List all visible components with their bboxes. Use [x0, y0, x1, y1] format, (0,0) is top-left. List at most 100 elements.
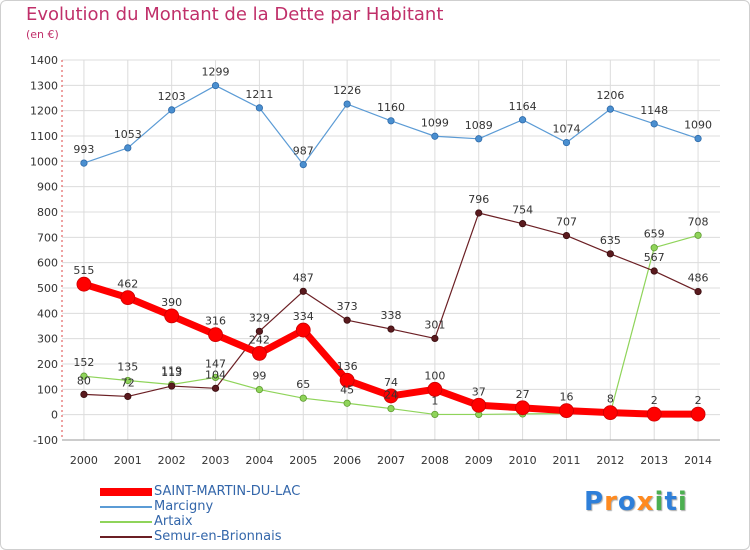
data-point-marcigny: [211, 81, 220, 90]
logo-letter: x: [636, 487, 655, 517]
data-label: 152: [73, 356, 94, 369]
data-point-saint-martin-du-lac: [427, 381, 443, 397]
data-point-saint-martin-du-lac: [646, 406, 662, 422]
logo-letter: P: [584, 487, 605, 517]
data-label: 136: [337, 360, 358, 373]
x-tick-label: 2000: [70, 454, 98, 467]
x-tick-label: 2005: [289, 454, 317, 467]
data-point-saint-martin-du-lac: [383, 388, 399, 404]
legend-swatch-saint-martin: [100, 488, 152, 496]
data-label: 373: [337, 300, 358, 313]
data-point-semur-en-brionnais: [168, 382, 176, 390]
logo-letter: i: [677, 487, 688, 517]
data-point-semur-en-brionnais: [650, 267, 658, 275]
data-label: 707: [556, 216, 577, 229]
x-tick-label: 2004: [245, 454, 273, 467]
data-point-marcigny: [255, 104, 263, 112]
data-point-marcigny: [168, 106, 176, 114]
data-label: 65: [296, 378, 310, 391]
logo-letter: o: [617, 487, 637, 517]
data-point-semur-en-brionnais: [694, 287, 702, 296]
y-tick-label: 1200: [30, 105, 58, 118]
y-tick-label: -100: [33, 434, 58, 447]
data-label: 329: [249, 311, 270, 324]
legend-label-marcigny: Marcigny: [154, 499, 214, 514]
data-point-artaix: [343, 399, 351, 407]
data-label: 1099: [421, 116, 449, 129]
chart-subtitle: (en €): [26, 28, 59, 41]
data-point-marcigny: [387, 117, 395, 125]
data-label: 1148: [640, 104, 668, 117]
data-label: 1074: [552, 123, 580, 136]
y-tick-label: 200: [37, 358, 58, 371]
data-point-saint-martin-du-lac: [120, 290, 136, 306]
data-point-semur-en-brionnais: [255, 327, 263, 335]
data-label: 45: [340, 383, 354, 396]
x-tick-label: 2007: [377, 454, 405, 467]
legend-swatch-semur: [100, 536, 152, 538]
data-point-semur-en-brionnais: [387, 325, 395, 333]
data-point-semur-en-brionnais: [475, 209, 483, 217]
logo-letter: r: [604, 487, 618, 517]
data-point-saint-martin-du-lac: [559, 403, 574, 419]
data-label: 987: [293, 145, 314, 158]
data-label: 135: [117, 360, 138, 373]
data-label: 635: [600, 234, 621, 247]
y-tick-label: 600: [37, 257, 58, 270]
data-label: 390: [161, 296, 182, 309]
data-label: 1203: [158, 90, 186, 103]
data-point-artaix: [211, 373, 220, 382]
data-point-artaix: [299, 394, 307, 402]
data-point-marcigny: [694, 134, 702, 143]
data-point-marcigny: [431, 132, 439, 140]
data-point-semur-en-brionnais: [343, 316, 351, 324]
data-label: 1090: [684, 119, 712, 132]
x-tick-label: 2002: [158, 454, 186, 467]
y-tick-label: 400: [37, 307, 58, 320]
y-tick-label: 700: [37, 231, 58, 244]
data-label: 1160: [377, 101, 405, 114]
data-point-marcigny: [475, 135, 483, 143]
data-label: 338: [381, 309, 402, 322]
data-label: 104: [205, 368, 226, 381]
data-label: 1226: [333, 84, 361, 97]
x-tick-label: 2010: [509, 454, 537, 467]
legend-swatch-marcigny: [100, 506, 152, 508]
data-label: 24: [384, 389, 398, 402]
data-label: 993: [73, 143, 94, 156]
data-point-semur-en-brionnais: [518, 220, 527, 228]
y-tick-label: 900: [37, 181, 58, 194]
data-point-artaix: [124, 376, 132, 385]
x-tick-label: 2011: [552, 454, 580, 467]
data-point-saint-martin-du-lac: [339, 372, 355, 388]
data-point-marcigny: [518, 116, 527, 124]
legend-label-artaix: Artaix: [154, 514, 193, 529]
y-tick-label: 1300: [30, 79, 58, 92]
x-tick-label: 2014: [684, 454, 712, 467]
y-tick-label: 1000: [30, 155, 58, 168]
data-point-artaix: [387, 404, 395, 413]
data-label: 316: [205, 315, 226, 328]
data-label: 119: [161, 365, 182, 378]
proxiti-logo: Proxiti: [584, 487, 688, 517]
chart-title: Evolution du Montant de la Dette par Hab…: [26, 4, 444, 25]
data-label: 1053: [114, 128, 142, 141]
data-label: 16: [559, 391, 573, 404]
data-label: 80: [77, 374, 91, 387]
logo-letter: t: [664, 487, 678, 517]
data-label: 1211: [245, 88, 273, 101]
data-label: 567: [644, 251, 665, 264]
data-label: 2: [695, 394, 702, 407]
data-label: 2: [651, 394, 658, 407]
data-point-marcigny: [562, 138, 571, 147]
data-point-marcigny: [80, 159, 88, 167]
data-point-marcigny: [606, 105, 614, 113]
data-point-marcigny: [650, 120, 658, 128]
data-point-artaix: [255, 385, 263, 394]
data-point-saint-martin-du-lac: [690, 406, 706, 422]
data-point-saint-martin-du-lac: [471, 397, 487, 413]
data-label: 754: [512, 204, 533, 217]
data-label: 659: [644, 228, 665, 241]
data-point-artaix: [431, 410, 439, 419]
